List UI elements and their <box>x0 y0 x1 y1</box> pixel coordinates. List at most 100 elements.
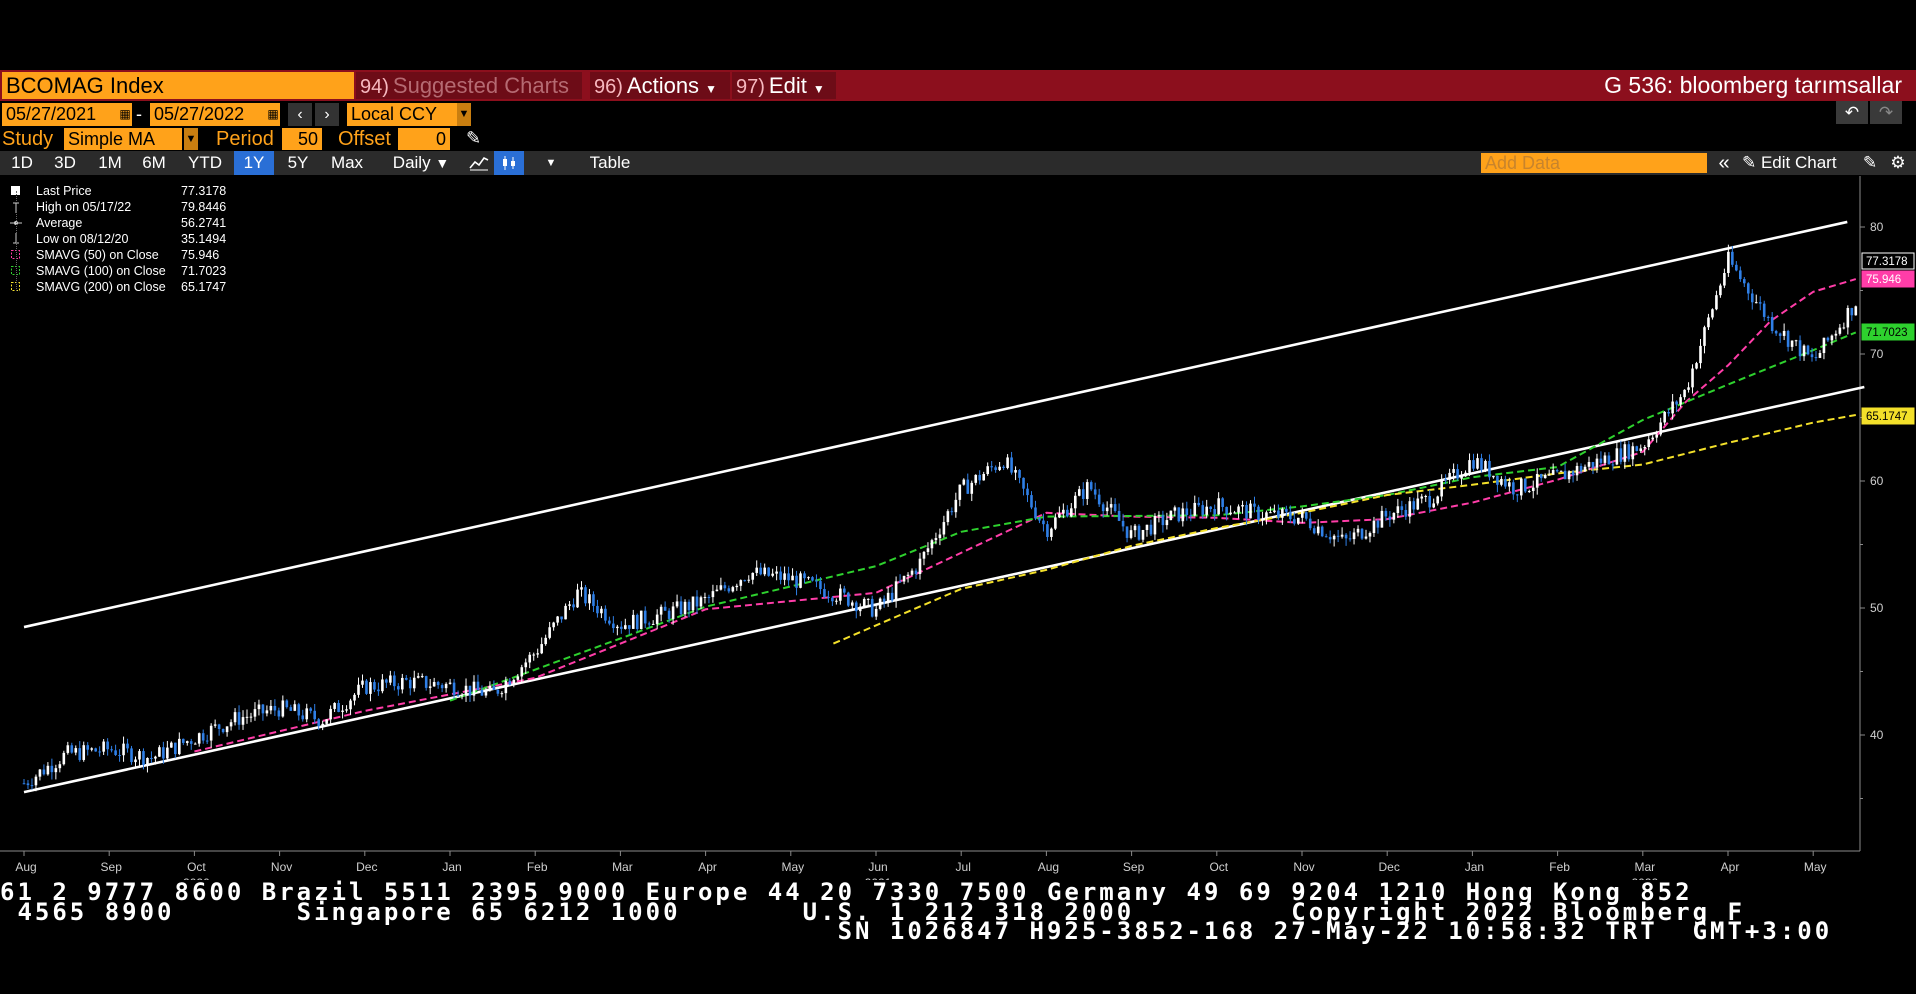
period-button-1d[interactable]: 1D <box>11 153 33 172</box>
price-candle-body <box>624 625 627 629</box>
price-candle-body <box>1579 465 1583 472</box>
table-button[interactable]: Table <box>589 153 631 172</box>
frequency-select[interactable]: Daily ▼ <box>376 151 466 175</box>
price-candle-body <box>799 573 802 588</box>
price-candle-body <box>94 748 97 752</box>
price-candle-body <box>1440 479 1443 497</box>
price-candle-body <box>404 677 408 680</box>
price-candle-body <box>1324 536 1328 538</box>
legend-symbol-icon <box>10 184 22 198</box>
next-arrow-icon[interactable]: › <box>315 103 339 126</box>
ticker-line-1: 61 2 9777 8600 Brazil 5511 2395 9000 Eur… <box>0 878 1693 906</box>
edit-chart-button[interactable]: ✎ Edit Chart <box>1742 151 1850 175</box>
security-field[interactable]: BCOMAG Index <box>2 72 354 99</box>
price-candle-body <box>1241 504 1244 507</box>
price-candle-body <box>460 695 464 697</box>
period-button-1m[interactable]: 1M <box>98 153 122 172</box>
candle-chart-icon[interactable] <box>494 151 524 175</box>
chevron-down-icon[interactable]: ▼ <box>457 103 471 126</box>
price-candle-body <box>1468 460 1471 473</box>
price-candle-body <box>349 700 352 710</box>
price-candle-body <box>870 598 874 617</box>
line-chart-icon[interactable] <box>464 151 494 175</box>
currency-select[interactable]: Local CCY <box>347 103 457 126</box>
price-candle-body <box>428 686 432 688</box>
price-candle-body <box>775 571 778 574</box>
x-tick-label: Feb <box>527 860 548 874</box>
y-tick-label: 80 <box>1870 220 1884 234</box>
undo-icon[interactable]: ↶ <box>1836 101 1868 124</box>
price-candle-body <box>189 741 193 744</box>
price-candle-body <box>1149 524 1153 535</box>
price-candle-body <box>902 575 906 582</box>
price-candle-body <box>1854 306 1858 316</box>
chart-edit-icon[interactable]: ✎ <box>1862 153 1878 172</box>
y-tick-label: 70 <box>1870 347 1884 361</box>
price-candle-body <box>600 608 603 614</box>
price-candle-body <box>1352 532 1356 540</box>
study-type-select[interactable]: Simple MA <box>64 128 182 150</box>
actions-menu[interactable]: 96) Actions ▼ <box>590 72 730 99</box>
price-candle-body <box>556 616 559 623</box>
trend-channel-line <box>23 385 1865 794</box>
price-candle-body <box>1651 437 1655 440</box>
legend-value: 75.946 <box>181 248 220 262</box>
start-date-field[interactable]: 05/27/2021 <box>2 103 118 126</box>
price-candle-body <box>604 608 607 621</box>
gear-icon[interactable]: ⚙ <box>1890 153 1906 172</box>
chart-title: G 536: bloomberg tarımsallar <box>1604 72 1902 98</box>
price-candle-body <box>847 592 850 606</box>
chevron-down-icon[interactable]: ▼ <box>184 128 198 150</box>
period-button-5y[interactable]: 5Y <box>287 153 309 172</box>
price-candle-body <box>1085 482 1089 499</box>
offset-input[interactable]: 0 <box>398 128 450 150</box>
x-tick-label: Jan <box>1465 860 1484 874</box>
calendar-icon[interactable]: ▦ <box>266 103 280 126</box>
price-candle-body <box>38 769 42 777</box>
x-tick-label: Dec <box>1379 860 1400 874</box>
price-candle-body <box>1739 270 1742 280</box>
price-candle-body <box>1679 397 1682 405</box>
sma-line <box>194 278 1857 753</box>
price-chart: 40 50 60 70 80 Aug Sep Oct Nov Dec Jan Feb Mar Apr Ma… <box>0 176 1915 880</box>
calendar-icon[interactable]: ▦ <box>118 103 132 126</box>
add-data-input[interactable]: Add Data <box>1481 153 1707 173</box>
price-candle-body <box>687 601 691 611</box>
collapse-icon[interactable]: « <box>1718 152 1730 174</box>
price-candle-body <box>1695 363 1698 369</box>
edit-menu[interactable]: 97) Edit ▼ <box>732 72 836 99</box>
price-candle-body <box>74 748 78 753</box>
price-candle-body <box>277 710 281 717</box>
end-date-field[interactable]: 05/27/2022 <box>150 103 266 126</box>
price-candle-body <box>699 597 703 607</box>
price-candle-body <box>767 567 770 576</box>
x-tick-label: Mar <box>1634 860 1655 874</box>
pencil-icon[interactable]: ✎ <box>466 128 482 148</box>
price-candle-body <box>1818 353 1822 358</box>
period-button-ytd[interactable]: YTD <box>188 153 222 172</box>
price-candle-body <box>894 581 898 601</box>
price-candle-body <box>524 662 528 668</box>
previous-arrow-icon[interactable]: ‹ <box>288 103 312 126</box>
redo-icon[interactable]: ↷ <box>1870 101 1902 124</box>
price-candle-body <box>1719 285 1722 296</box>
price-candle-body <box>843 588 846 593</box>
actions-label: Actions <box>626 73 700 98</box>
price-candle-body <box>257 704 261 710</box>
price-candle-body <box>253 709 257 717</box>
suggested-charts-tab[interactable]: 94) Suggested Charts <box>356 72 582 99</box>
period-button-1y[interactable]: 1Y <box>234 151 274 175</box>
period-input[interactable]: 50 <box>282 128 322 150</box>
value-tag-label: 75.946 <box>1866 274 1901 286</box>
period-button-max[interactable]: Max <box>330 153 364 172</box>
price-candle-body <box>464 685 468 696</box>
legend-symbol-icon <box>10 264 22 278</box>
period-button-3d[interactable]: 3D <box>54 153 76 172</box>
price-candle-body <box>1340 534 1344 537</box>
price-candle-body <box>540 644 543 654</box>
period-button-6m[interactable]: 6M <box>142 153 166 172</box>
chevron-down-icon[interactable]: ▼ <box>545 157 557 169</box>
price-candle-body <box>1404 509 1408 517</box>
price-candle-body <box>1727 251 1730 274</box>
legend-item: SMAVG (50) on Close 75.946 <box>10 247 234 263</box>
